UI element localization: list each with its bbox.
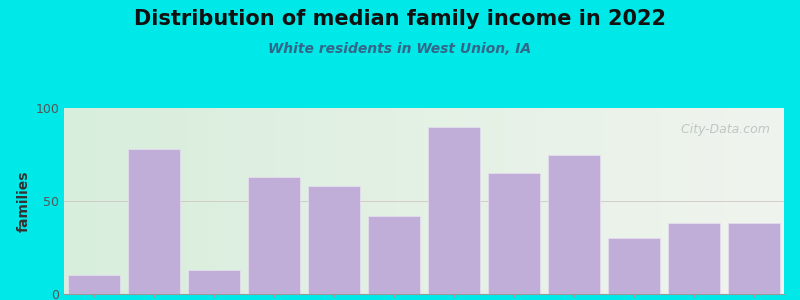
Bar: [367, 216, 421, 294]
Bar: [188, 270, 241, 294]
Bar: [248, 177, 301, 294]
Text: Distribution of median family income in 2022: Distribution of median family income in …: [134, 9, 666, 29]
Bar: [487, 173, 541, 294]
Bar: [547, 154, 600, 294]
Bar: [728, 223, 781, 294]
Bar: [667, 223, 721, 294]
Bar: [128, 149, 180, 294]
Text: City-Data.com: City-Data.com: [673, 123, 770, 136]
Bar: [427, 127, 480, 294]
Bar: [308, 186, 361, 294]
Bar: [608, 238, 661, 294]
Text: White residents in West Union, IA: White residents in West Union, IA: [269, 42, 531, 56]
Y-axis label: families: families: [17, 170, 31, 232]
Bar: [67, 275, 120, 294]
